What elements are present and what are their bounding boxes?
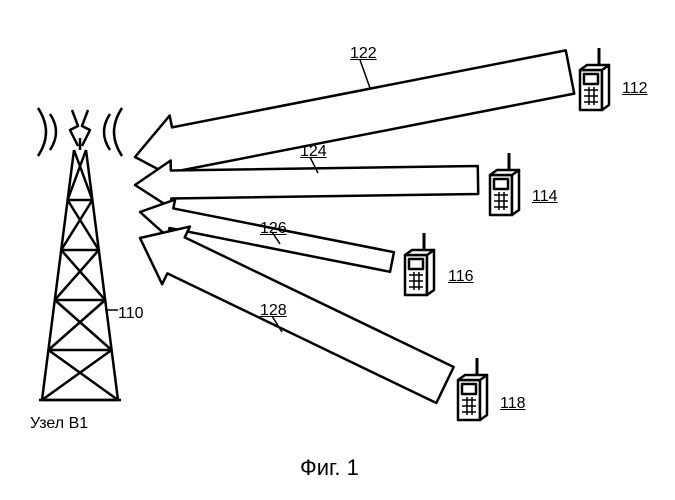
device-label-1: 114 — [532, 188, 558, 206]
tower-label: Узел В1 — [30, 415, 88, 433]
arrow-label-0: 122 — [350, 45, 377, 63]
arrow-label-1: 124 — [300, 143, 327, 161]
mobile-device-icon — [490, 153, 519, 215]
mobile-device-icon — [458, 358, 487, 420]
device-label-2: 116 — [448, 268, 474, 286]
device-label-3: 118 — [500, 395, 526, 413]
mobile-device-icon — [405, 233, 434, 295]
figure-caption: Фиг. 1 — [300, 455, 359, 481]
device-label-0: 112 — [622, 80, 648, 98]
tower-id-label: 110 — [118, 305, 144, 323]
arrow-label-3: 128 — [260, 302, 287, 320]
arrow-label-2: 126 — [260, 220, 287, 238]
diagram-canvas — [0, 0, 675, 500]
mobile-device-icon — [580, 48, 609, 110]
